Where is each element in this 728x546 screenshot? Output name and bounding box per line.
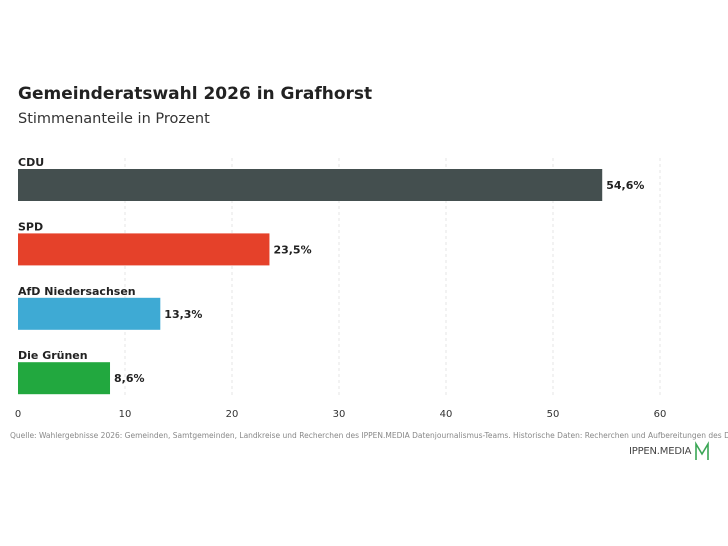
publisher-logo: IPPEN.MEDIA <box>629 441 710 461</box>
m-logo-icon <box>695 441 710 460</box>
x-tick-label: 20 <box>226 409 239 420</box>
bar-chart: CDU 54,6% SPD 23,5% AfD Niedersachsen 13,3% Di… <box>15 156 667 420</box>
category-label: CDU <box>18 156 44 169</box>
x-tick-label: 40 <box>440 409 453 420</box>
bar <box>18 362 111 395</box>
category-label: AfD Niedersachsen <box>18 285 136 298</box>
chart-title: Gemeinderatswahl 2026 in Grafhorst <box>18 84 373 104</box>
logo-text: IPPEN.MEDIA <box>629 445 692 457</box>
x-tick-label: 60 <box>654 409 667 420</box>
chart-subtitle: Stimmenanteile in Prozent <box>18 111 210 127</box>
source-note: Quelle: Wahlergebnisse 2026: Gemeinden, … <box>10 431 728 440</box>
data-label: 13,3% <box>164 308 202 321</box>
x-tick-label: 10 <box>119 409 132 420</box>
x-tick-label: 50 <box>547 409 560 420</box>
data-label: 54,6% <box>606 179 644 192</box>
category-label: Die Grünen <box>18 349 88 362</box>
category-label: SPD <box>18 220 43 233</box>
bar <box>18 169 603 201</box>
x-tick-label: 0 <box>15 409 21 420</box>
bar <box>18 297 161 330</box>
data-label: 8,6% <box>114 372 145 385</box>
x-tick-label: 30 <box>333 409 346 420</box>
bar <box>18 233 270 266</box>
data-label: 23,5% <box>273 243 311 256</box>
